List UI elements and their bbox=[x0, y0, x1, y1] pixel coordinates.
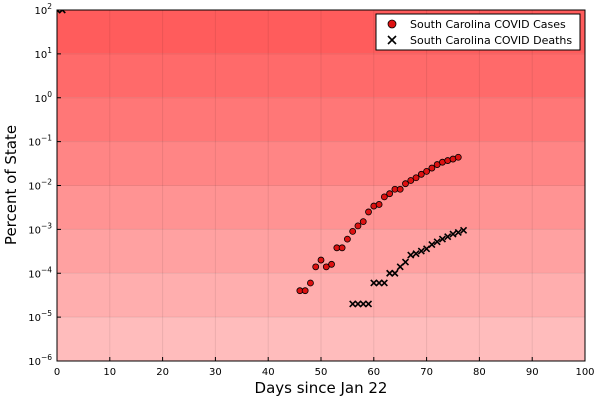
death-point bbox=[401, 258, 410, 266]
death-point bbox=[407, 251, 415, 259]
case-point bbox=[343, 235, 351, 243]
legend-cases-marker bbox=[387, 19, 397, 29]
case-point bbox=[386, 190, 394, 198]
series-cases bbox=[296, 153, 462, 295]
death-point bbox=[412, 250, 420, 258]
case-point bbox=[307, 279, 314, 287]
case-point bbox=[380, 193, 388, 201]
y-axis: 10−6 10−5 10−4 10−3 10−2 10−1 100 101 102 bbox=[28, 2, 61, 368]
death-point bbox=[417, 247, 425, 255]
case-point bbox=[354, 222, 362, 230]
death-point bbox=[359, 300, 367, 308]
y-tick-label: 10−3 bbox=[28, 221, 52, 236]
case-point bbox=[407, 177, 415, 184]
death-point bbox=[349, 300, 357, 308]
y-tick-label: 10−2 bbox=[28, 178, 52, 193]
x-tick-label: 0 bbox=[54, 367, 60, 378]
x-axis-title: Days since Jan 22 bbox=[255, 379, 388, 397]
x-tick-label: 20 bbox=[156, 367, 169, 378]
background-band bbox=[57, 53, 585, 98]
y-tick-label: 10−4 bbox=[28, 265, 52, 280]
case-point bbox=[417, 170, 425, 178]
death-point bbox=[375, 279, 383, 287]
x-tick-label: 40 bbox=[262, 367, 275, 378]
death-point bbox=[433, 238, 441, 246]
death-point bbox=[58, 10, 66, 14]
y-tick-label: 10−6 bbox=[28, 353, 52, 368]
x-tick-label: 90 bbox=[526, 367, 539, 378]
case-point bbox=[349, 227, 357, 235]
legend-entry-cases: South Carolina COVID Cases bbox=[387, 18, 566, 31]
death-point bbox=[438, 235, 447, 243]
y-tick-label: 10−1 bbox=[28, 134, 52, 149]
case-point bbox=[312, 263, 320, 271]
case-point bbox=[322, 263, 330, 271]
death-point bbox=[396, 263, 404, 271]
background-band bbox=[57, 317, 585, 361]
x-tick-label: 50 bbox=[315, 367, 328, 378]
y-tick-label: 100 bbox=[34, 90, 52, 105]
legend-box bbox=[375, 13, 581, 51]
legend-entry-deaths: South Carolina COVID Deaths bbox=[387, 34, 572, 47]
x-tick-label: 60 bbox=[367, 367, 380, 378]
plot-background bbox=[57, 10, 585, 361]
death-point bbox=[386, 269, 394, 277]
x-tick-label: 100 bbox=[575, 367, 594, 378]
y-axis-title: Percent of State bbox=[2, 125, 20, 245]
case-point bbox=[428, 164, 436, 172]
x-tick-label: 30 bbox=[209, 367, 222, 378]
death-point bbox=[459, 226, 468, 234]
death-point bbox=[380, 279, 388, 287]
death-point bbox=[354, 300, 362, 308]
background-band bbox=[57, 97, 585, 142]
x-tick-label: 70 bbox=[420, 367, 433, 378]
case-point bbox=[396, 185, 404, 193]
y-tick-label: 10−5 bbox=[28, 309, 52, 324]
case-point bbox=[338, 244, 346, 252]
x-axis: 0 10 20 30 40 50 60 70 80 90 100 bbox=[54, 357, 595, 378]
death-point bbox=[444, 233, 452, 241]
death-point bbox=[370, 279, 378, 287]
death-point bbox=[391, 269, 399, 277]
case-point bbox=[423, 167, 431, 175]
death-point bbox=[364, 300, 373, 308]
background-band bbox=[57, 229, 585, 274]
death-point bbox=[428, 241, 436, 249]
case-point bbox=[301, 287, 309, 295]
case-point bbox=[328, 260, 335, 268]
death-point bbox=[57, 10, 61, 14]
death-point bbox=[449, 230, 457, 238]
background-band bbox=[57, 185, 585, 230]
case-point bbox=[317, 256, 325, 264]
legend: South Carolina COVID Cases South Carolin… bbox=[375, 13, 581, 51]
series-deaths bbox=[57, 10, 468, 308]
y-tick-label: 101 bbox=[34, 46, 52, 61]
case-point bbox=[375, 201, 383, 208]
legend-deaths-marker bbox=[387, 35, 397, 45]
data-marks bbox=[57, 10, 468, 308]
case-point bbox=[412, 174, 420, 182]
legend-deaths-label: South Carolina COVID Deaths bbox=[410, 34, 572, 47]
case-point bbox=[454, 153, 462, 161]
death-point bbox=[454, 228, 462, 237]
case-point bbox=[365, 208, 372, 216]
y-tick-label: 102 bbox=[34, 2, 52, 17]
background-band bbox=[57, 273, 585, 318]
case-point bbox=[359, 218, 367, 226]
legend-cases-label: South Carolina COVID Cases bbox=[410, 18, 566, 31]
case-point bbox=[402, 180, 409, 188]
x-tick-label: 10 bbox=[103, 367, 116, 378]
x-tick-label: 80 bbox=[473, 367, 486, 378]
background-band bbox=[57, 141, 585, 186]
